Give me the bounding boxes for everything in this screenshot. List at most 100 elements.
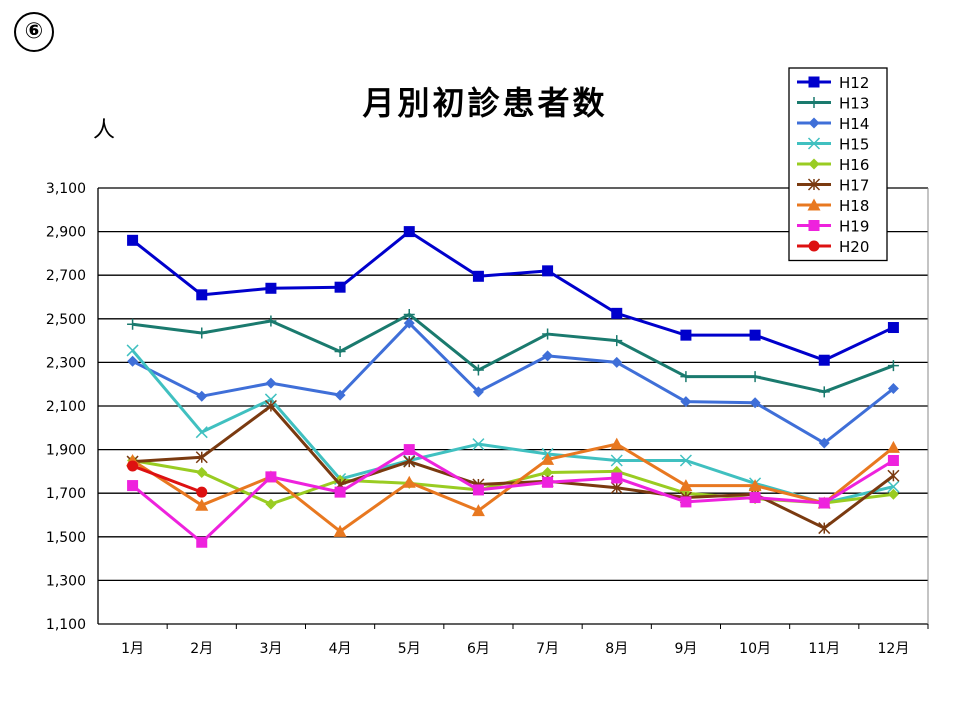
data-point-H19	[403, 444, 415, 456]
x-tick-label: 6月	[467, 641, 490, 657]
data-point-H12	[472, 270, 484, 282]
legend-marker-H19	[808, 220, 820, 231]
x-tick-label: 8月	[605, 641, 628, 657]
legend-label: H18	[839, 197, 869, 215]
data-point-H12	[611, 307, 623, 319]
x-tick-label: 7月	[536, 641, 559, 657]
legend-label: H13	[839, 95, 869, 113]
legend-marker-H20	[808, 240, 820, 252]
data-point-H15	[126, 344, 139, 357]
data-point-H16	[887, 488, 899, 500]
data-point-H17	[403, 455, 416, 468]
data-point-H19	[196, 536, 208, 548]
x-tick-label: 12月	[878, 641, 910, 657]
number-badge: ⑥	[14, 12, 54, 52]
y-axis-unit: 人	[93, 118, 116, 143]
data-point-H19	[887, 455, 899, 466]
legend-marker-H13	[808, 97, 820, 108]
data-point-H13	[196, 327, 208, 339]
data-point-H12	[265, 282, 277, 294]
data-point-H16	[542, 466, 554, 478]
data-point-H19	[127, 480, 139, 492]
data-point-H15	[610, 454, 623, 467]
data-point-H18	[471, 504, 485, 517]
x-tick-label: 11月	[808, 641, 840, 657]
data-point-H14	[887, 383, 899, 395]
data-point-H16	[196, 466, 208, 478]
data-point-H14	[472, 386, 484, 398]
legend-marker-H14	[808, 117, 820, 129]
data-point-H19	[680, 496, 692, 508]
y-tick-label: 2,500	[46, 312, 86, 328]
data-point-H19	[334, 486, 346, 498]
data-point-H15	[887, 480, 900, 493]
data-point-H20	[196, 486, 208, 498]
data-point-H19	[472, 484, 484, 496]
x-tick-label: 4月	[329, 641, 352, 657]
y-tick-label: 3,100	[46, 181, 86, 197]
series-line-H19	[131, 448, 895, 544]
data-point-H15	[679, 454, 692, 467]
series-line-H12	[131, 230, 895, 362]
x-tick-label: 9月	[674, 641, 697, 657]
data-point-H13	[818, 386, 830, 398]
data-point-H18	[679, 479, 693, 492]
data-point-H15	[472, 438, 485, 451]
data-point-H18	[333, 524, 347, 537]
data-point-H14	[265, 377, 277, 389]
data-point-H19	[265, 471, 277, 483]
data-point-H13	[472, 364, 484, 376]
series-line-H14	[131, 321, 895, 445]
y-tick-label: 1,300	[46, 573, 86, 589]
data-point-H12	[334, 281, 346, 293]
legend-marker-H17	[807, 178, 821, 191]
x-tick-label: 5月	[398, 641, 421, 657]
data-point-H13	[542, 328, 554, 340]
legend-marker-H18	[807, 198, 821, 211]
data-point-H13	[611, 335, 623, 347]
data-point-H12	[818, 354, 830, 366]
data-point-H13	[127, 318, 139, 330]
data-point-H18	[748, 479, 762, 492]
data-point-H19	[542, 476, 554, 488]
y-tick-label: 2,900	[46, 225, 86, 241]
data-point-H12	[749, 329, 761, 341]
chart-title: 月別初診患者数	[362, 84, 608, 122]
legend-label: H15	[839, 136, 869, 154]
data-point-H14	[403, 317, 415, 329]
data-point-H14	[196, 390, 208, 402]
data-point-H14	[334, 389, 346, 401]
data-point-H14	[680, 396, 692, 408]
data-point-H18	[402, 475, 416, 488]
data-point-H14	[818, 437, 830, 449]
legend-marker-H16	[808, 158, 820, 170]
data-point-H13	[749, 371, 761, 383]
y-tick-label: 1,700	[46, 486, 86, 502]
y-tick-label: 2,100	[46, 399, 86, 415]
legend-label: H14	[839, 115, 869, 133]
y-tick-label: 2,300	[46, 355, 86, 371]
y-tick-label: 1,100	[46, 617, 86, 633]
legend-label: H12	[839, 74, 869, 92]
data-point-H17	[610, 481, 623, 494]
data-point-H13	[887, 360, 899, 372]
series-line-H17	[132, 404, 895, 530]
data-point-H13	[334, 346, 346, 357]
series-line-H20	[132, 464, 203, 494]
y-tick-label: 2,700	[46, 268, 86, 284]
legend-label: H16	[839, 156, 869, 174]
data-point-H13	[680, 371, 692, 383]
data-point-H17	[264, 399, 277, 413]
data-point-H20	[127, 460, 139, 472]
data-point-H12	[127, 234, 139, 246]
y-tick-label: 1,900	[46, 443, 86, 459]
data-point-H12	[542, 265, 554, 277]
legend-label: H19	[839, 218, 869, 236]
data-point-H14	[749, 397, 761, 409]
data-point-H12	[887, 322, 899, 334]
data-point-H17	[818, 522, 831, 535]
x-tick-label: 2月	[190, 641, 213, 657]
data-point-H19	[818, 497, 830, 509]
data-point-H18	[195, 498, 209, 511]
